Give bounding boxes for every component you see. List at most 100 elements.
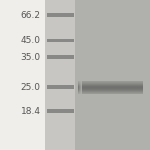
Bar — [79, 83, 80, 84]
Bar — [81, 85, 82, 86]
Bar — [78, 84, 79, 85]
Bar — [80, 86, 81, 87]
Bar — [80, 87, 81, 88]
Bar — [80, 90, 81, 91]
Bar — [79, 82, 80, 83]
Bar — [46, 109, 74, 113]
Bar — [79, 86, 80, 87]
Bar — [78, 81, 79, 82]
Bar — [79, 86, 80, 87]
Bar — [81, 93, 82, 94]
Bar — [81, 84, 82, 85]
Bar — [45, 0, 75, 150]
Bar — [78, 82, 79, 83]
Bar — [80, 88, 81, 89]
Bar — [79, 90, 80, 91]
Bar — [78, 85, 79, 86]
Bar — [78, 82, 142, 83]
Bar — [81, 87, 82, 88]
Bar — [79, 93, 80, 94]
Bar — [45, 0, 150, 150]
Bar — [79, 88, 80, 89]
Bar — [78, 83, 142, 84]
Bar — [81, 92, 82, 93]
Bar — [80, 88, 81, 89]
Bar — [78, 84, 79, 85]
Bar — [80, 81, 81, 82]
Bar — [78, 86, 79, 87]
Bar — [79, 91, 80, 92]
Bar — [80, 93, 81, 94]
Bar — [78, 85, 142, 86]
Bar — [80, 89, 81, 90]
Bar — [79, 88, 80, 89]
Bar — [78, 87, 79, 88]
Bar — [78, 82, 79, 83]
Bar — [80, 87, 81, 88]
Bar — [80, 83, 81, 84]
Bar — [78, 83, 79, 84]
Bar — [81, 81, 82, 82]
Bar — [79, 90, 80, 91]
Bar — [80, 93, 81, 94]
Bar — [80, 93, 81, 94]
Bar — [81, 89, 82, 90]
Bar — [78, 81, 79, 82]
Bar — [78, 81, 79, 82]
Text: 18.4: 18.4 — [21, 106, 40, 116]
Bar — [79, 92, 80, 93]
Bar — [78, 83, 142, 84]
Bar — [78, 90, 142, 91]
Bar — [79, 84, 80, 85]
Bar — [78, 92, 142, 93]
Bar — [80, 81, 81, 82]
Bar — [80, 84, 81, 85]
Bar — [81, 90, 82, 91]
Bar — [79, 81, 80, 82]
Bar — [78, 87, 79, 88]
Bar — [80, 85, 81, 86]
Bar — [79, 91, 80, 92]
Bar — [80, 87, 81, 88]
Bar — [81, 84, 82, 85]
Bar — [81, 87, 82, 88]
Bar — [80, 90, 81, 91]
Bar — [78, 85, 142, 86]
Bar — [80, 83, 81, 84]
Bar — [80, 82, 81, 83]
Bar — [78, 88, 142, 89]
Bar — [79, 93, 80, 94]
Bar — [79, 91, 80, 92]
Bar — [75, 0, 150, 150]
Bar — [80, 91, 81, 92]
Bar — [78, 88, 79, 89]
Bar — [78, 86, 79, 87]
Bar — [81, 89, 82, 90]
Bar — [78, 92, 79, 93]
Bar — [80, 93, 81, 94]
Bar — [78, 87, 142, 88]
Bar — [78, 88, 79, 89]
Bar — [79, 87, 80, 88]
Bar — [78, 92, 79, 93]
Bar — [81, 82, 82, 83]
Bar — [78, 89, 79, 90]
Bar — [78, 93, 142, 94]
Bar — [46, 39, 74, 42]
Bar — [78, 89, 79, 90]
Bar — [78, 88, 79, 89]
Bar — [81, 92, 82, 93]
Bar — [80, 82, 81, 83]
Bar — [78, 81, 79, 82]
Bar — [80, 83, 81, 84]
Bar — [80, 82, 81, 83]
Bar — [81, 87, 82, 88]
Bar — [78, 83, 79, 84]
Bar — [81, 85, 82, 86]
Bar — [79, 83, 80, 84]
Bar — [80, 90, 81, 91]
Bar — [80, 85, 81, 86]
Bar — [79, 82, 80, 83]
Bar — [81, 84, 82, 85]
Bar — [79, 86, 80, 87]
